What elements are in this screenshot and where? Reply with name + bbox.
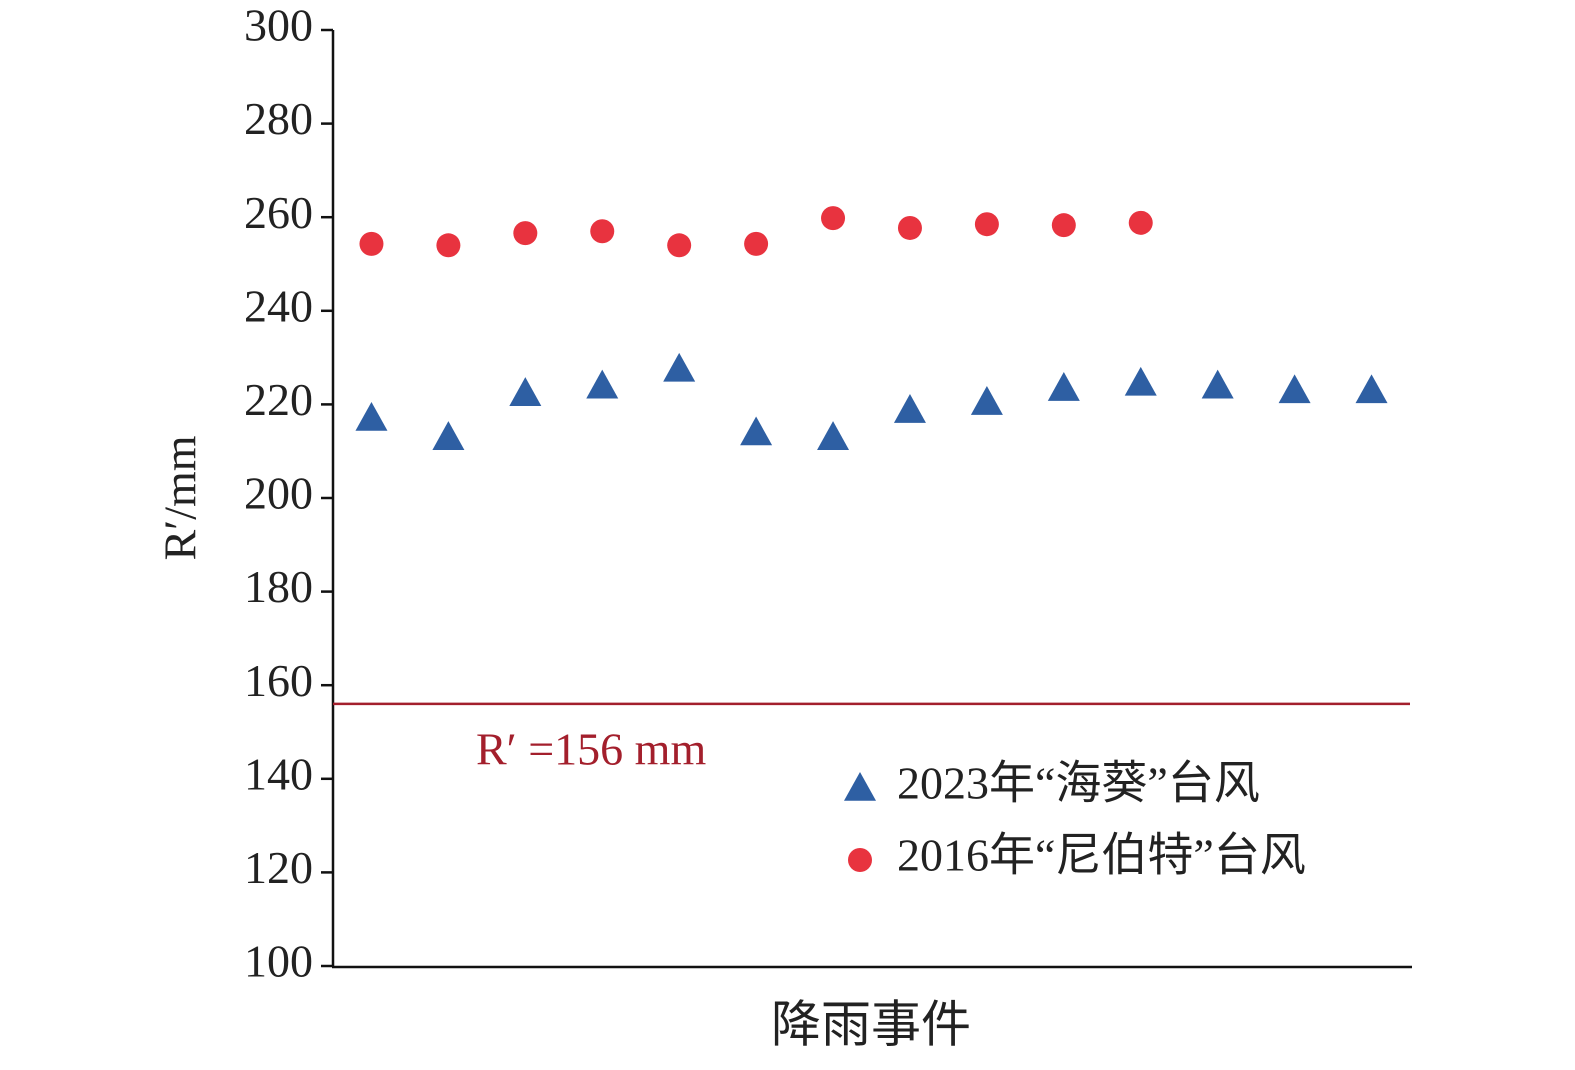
y-tick-label: 180 xyxy=(244,561,313,612)
y-tick-label: 280 xyxy=(244,93,313,144)
point xyxy=(1278,374,1311,404)
point xyxy=(970,386,1003,415)
y-tick-label: 100 xyxy=(244,936,313,987)
point xyxy=(667,233,692,258)
point xyxy=(821,206,846,231)
reference-label: R′ =156 mm xyxy=(476,723,706,774)
point xyxy=(355,401,388,431)
point xyxy=(1355,374,1388,404)
point xyxy=(974,212,999,237)
y-tick-label: 140 xyxy=(244,748,313,799)
legend-marker xyxy=(844,772,876,801)
point xyxy=(509,377,542,406)
point xyxy=(590,219,615,244)
point xyxy=(893,394,926,423)
point xyxy=(1128,210,1153,235)
point xyxy=(1051,213,1076,238)
y-tick-label: 120 xyxy=(244,842,313,893)
y-tick-label: 160 xyxy=(244,655,313,706)
point xyxy=(513,221,538,246)
y-tick-label: 260 xyxy=(244,187,313,238)
y-tick-label: 240 xyxy=(244,280,313,331)
y-tick-label: 220 xyxy=(244,374,313,425)
point xyxy=(744,231,769,256)
point xyxy=(740,416,773,446)
point xyxy=(359,231,384,256)
point xyxy=(1124,366,1157,396)
legend-marker xyxy=(848,848,872,872)
y-tick-label: 300 xyxy=(244,0,313,51)
point xyxy=(586,369,619,399)
point xyxy=(663,352,696,382)
y-axis-title: R′/mm xyxy=(155,435,206,560)
y-tick-label: 200 xyxy=(244,468,313,519)
point xyxy=(817,421,850,450)
legend-label: 2016年“尼伯特”台风 xyxy=(897,830,1306,881)
point xyxy=(432,421,465,450)
point xyxy=(897,215,922,240)
point xyxy=(1201,369,1234,399)
x-axis-title: 降雨事件 xyxy=(771,996,971,1052)
point xyxy=(1047,372,1080,401)
point xyxy=(436,233,461,258)
legend-label: 2023年“海葵”台风 xyxy=(897,758,1260,809)
